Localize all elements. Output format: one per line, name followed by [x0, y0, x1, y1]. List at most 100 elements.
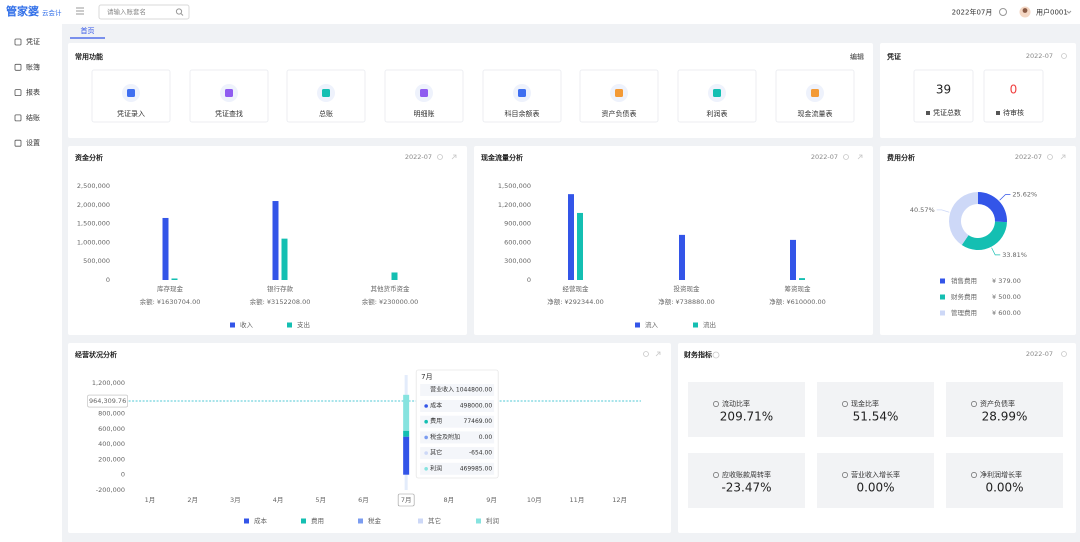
legend-label[interactable]: 成本: [254, 516, 268, 525]
help-icon[interactable]: [999, 8, 1007, 16]
y-tick-label: 800,000: [98, 410, 125, 418]
slice-label: 33.81%: [1002, 251, 1027, 259]
legend-swatch[interactable]: [635, 322, 640, 328]
category-note: 净额: ¥610000.00: [769, 297, 826, 306]
stat-card[interactable]: [913, 69, 974, 123]
refresh-icon[interactable]: [1061, 53, 1067, 59]
nav-item[interactable]: 设置: [26, 138, 40, 147]
expand-icon[interactable]: [451, 154, 457, 160]
legend-swatch[interactable]: [287, 322, 292, 328]
indicator-label: 资产负债率: [980, 399, 1015, 408]
shortcut-label[interactable]: 利润表: [707, 109, 728, 118]
x-tick-label: 银行存款: [267, 284, 294, 293]
category-note: 净额: ¥292344.00: [547, 297, 604, 306]
shortcut-label[interactable]: 科目余额表: [505, 109, 540, 118]
expand-icon[interactable]: [1060, 154, 1066, 160]
nav-item[interactable]: 报表: [26, 88, 40, 97]
legend-label[interactable]: 流出: [703, 320, 716, 329]
legend-swatch[interactable]: [418, 518, 423, 524]
legend-swatch[interactable]: [693, 322, 698, 328]
edit-button[interactable]: 编辑: [850, 52, 864, 61]
tooltip-dot: [424, 451, 428, 455]
search-placeholder[interactable]: 请输入账套名: [107, 7, 146, 16]
indicator-value: 0.00%: [985, 481, 1023, 495]
shortcut-icon: [225, 89, 233, 97]
y-tick-label: 2,500,000: [77, 182, 110, 190]
indicator-icon: [842, 401, 848, 407]
indicator-card: [817, 382, 934, 437]
indicator-value: 28.99%: [982, 410, 1028, 424]
indicator-value: -23.47%: [721, 481, 771, 495]
x-tick-label: 8月: [444, 496, 455, 504]
legend-label[interactable]: 收入: [240, 320, 254, 329]
y-tick-label: 0: [106, 276, 110, 284]
x-tick-label: 3月: [230, 496, 241, 504]
legend-swatch[interactable]: [940, 310, 945, 316]
tooltip-row: [420, 431, 495, 444]
legend-label[interactable]: 支出: [297, 320, 310, 329]
legend-label[interactable]: 费用: [311, 516, 324, 525]
legend-swatch[interactable]: [940, 278, 945, 284]
shortcut-label[interactable]: 凭证录入: [117, 109, 145, 118]
shortcut-label[interactable]: 资产负债表: [602, 109, 637, 118]
shortcut-label[interactable]: 现金流量表: [798, 109, 833, 118]
slice-label: 40.57%: [910, 206, 935, 214]
shortcut-icon: [518, 89, 526, 97]
y-tick-label: 1,000,000: [77, 238, 110, 246]
refresh-icon[interactable]: [643, 351, 649, 357]
legend-swatch[interactable]: [230, 322, 235, 328]
legend-swatch[interactable]: [244, 518, 249, 524]
pie-slice: [978, 192, 1008, 223]
refresh-icon[interactable]: [843, 154, 849, 160]
y-tick-label: 600,000: [504, 238, 531, 246]
bar: [391, 272, 398, 280]
stat-card[interactable]: [983, 69, 1044, 123]
indicator-icon: [713, 472, 719, 478]
legend-swatch[interactable]: [476, 518, 481, 524]
top-icons: [76, 4, 1072, 20]
legend-label[interactable]: 利润: [486, 516, 499, 525]
legend-label[interactable]: 其它: [428, 516, 441, 525]
legend-amount: ¥ 379.00: [992, 277, 1021, 285]
nav-icon: [14, 89, 22, 96]
expand-icon[interactable]: [857, 154, 863, 160]
avatar: [1022, 8, 1028, 13]
expand-icon[interactable]: [655, 351, 661, 357]
panel-date: 2022-07: [1026, 52, 1053, 60]
refresh-icon[interactable]: [1047, 154, 1053, 160]
slice-label: 25.62%: [1012, 191, 1037, 199]
legend-swatch[interactable]: [301, 518, 306, 524]
nav-item[interactable]: 凭证: [26, 37, 40, 46]
tooltip-value: -654.00: [469, 450, 492, 457]
user-name[interactable]: 用户0001: [1036, 8, 1068, 17]
refresh-icon[interactable]: [1061, 351, 1067, 357]
category-note: 余额: ¥230000.00: [362, 297, 419, 306]
help-icon[interactable]: [712, 351, 720, 359]
y-tick-label: 1,500,000: [498, 182, 531, 190]
legend-label[interactable]: 流入: [645, 320, 659, 329]
shortcut-label[interactable]: 明细账: [414, 109, 435, 118]
search-icon[interactable]: [175, 8, 183, 15]
category-note: 净额: ¥738880.00: [658, 297, 715, 306]
legend-label[interactable]: 税金: [368, 516, 382, 525]
legend-label[interactable]: 财务费用: [951, 292, 977, 301]
legend-label[interactable]: 销售费用: [951, 276, 977, 285]
indicator-icon: [842, 472, 848, 478]
shortcut-label[interactable]: 凭证查找: [215, 109, 243, 118]
menu-icon[interactable]: [76, 7, 84, 15]
nav-item[interactable]: 账簿: [26, 62, 40, 71]
nav-item[interactable]: 结账: [26, 113, 40, 122]
legend-label[interactable]: 管理费用: [951, 308, 977, 317]
nav-icon: [14, 63, 22, 71]
tab[interactable]: 首页: [81, 26, 95, 35]
shortcut-label[interactable]: 总账: [319, 109, 333, 118]
tooltip-row: [420, 447, 495, 460]
search-box[interactable]: [98, 4, 190, 20]
legend-swatch[interactable]: [358, 518, 363, 524]
indicator-label: 营业收入增长率: [851, 470, 900, 479]
refresh-icon[interactable]: [437, 154, 443, 160]
legend-amount: ¥ 500.00: [992, 293, 1021, 301]
chevron[interactable]: [1066, 10, 1072, 14]
legend-swatch[interactable]: [940, 294, 945, 300]
